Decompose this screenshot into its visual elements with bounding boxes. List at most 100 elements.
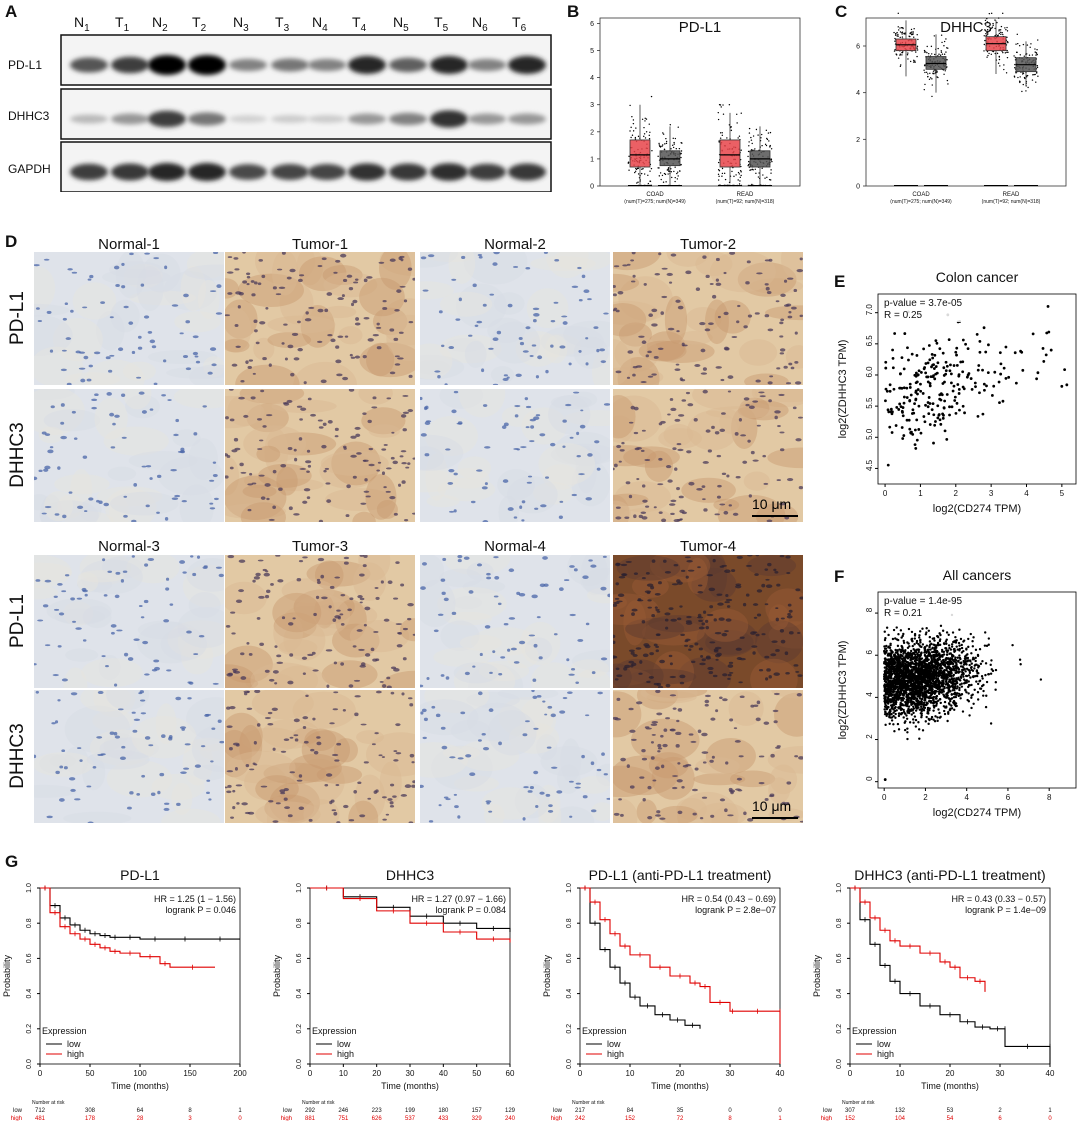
jitter-point <box>1015 43 1017 45</box>
scatter-point <box>955 687 959 690</box>
nucleus <box>253 740 257 745</box>
plot-title: DHHC3 <box>940 19 992 36</box>
nucleus <box>654 606 658 609</box>
nucleus <box>407 462 411 465</box>
jitter-point <box>909 60 912 63</box>
nucleus <box>386 676 391 680</box>
nucleus <box>722 698 728 702</box>
jitter-point <box>1037 75 1039 77</box>
nucleus <box>72 620 77 623</box>
histology-image <box>613 555 803 688</box>
nucleus <box>225 453 229 457</box>
lane-label: N3 <box>233 14 249 34</box>
nucleus <box>719 565 725 568</box>
jitter-point <box>670 171 672 173</box>
nucleus <box>675 363 680 366</box>
nucleus <box>585 497 593 501</box>
jitter-point <box>635 167 637 170</box>
nucleus <box>747 439 751 443</box>
scatter-point <box>992 384 996 388</box>
tissue-blob <box>79 499 102 522</box>
nucleus <box>398 331 404 334</box>
nucleus <box>68 491 73 494</box>
nucleus <box>716 454 722 458</box>
nucleus <box>149 477 153 480</box>
nucleus <box>755 633 760 637</box>
jitter-point <box>664 143 666 145</box>
nucleus <box>779 431 785 434</box>
nucleus <box>521 500 526 504</box>
nucleus <box>543 252 548 254</box>
jitter-point <box>999 29 1002 31</box>
nucleus <box>326 292 333 296</box>
tissue-blob <box>80 559 143 595</box>
tissue-blob <box>774 692 803 737</box>
scatter-point <box>945 364 949 368</box>
tissue-blob <box>376 500 398 519</box>
nucleus <box>765 286 770 291</box>
tissue-blob <box>686 557 709 595</box>
scatter-point <box>960 643 963 647</box>
jitter-point <box>986 33 989 35</box>
nucleus <box>576 454 581 458</box>
nucleus <box>317 419 323 422</box>
y-tick-label: 3 <box>590 102 594 109</box>
tissue-blob <box>278 638 318 656</box>
tissue-blob <box>739 339 778 366</box>
jitter-point <box>1000 25 1003 28</box>
nucleus <box>668 503 676 506</box>
nucleus <box>631 280 636 283</box>
jitter-point <box>736 113 738 115</box>
scatter-point <box>948 369 952 373</box>
nucleus <box>365 495 371 498</box>
nucleus <box>109 316 114 319</box>
nucleus <box>247 365 252 369</box>
nucleus <box>252 579 256 583</box>
tissue-blob <box>769 764 798 795</box>
nucleus <box>265 570 269 573</box>
nucleus <box>617 291 624 295</box>
jitter-point <box>1001 32 1003 34</box>
nucleus <box>121 262 125 266</box>
nucleus <box>207 371 213 375</box>
nucleus <box>533 643 538 648</box>
nucleus <box>747 314 753 318</box>
nucleus <box>526 481 532 484</box>
nucleus <box>738 755 744 758</box>
nucleus <box>58 612 65 616</box>
nucleus <box>297 320 301 324</box>
tissue-blob <box>92 710 135 732</box>
nucleus <box>234 324 239 328</box>
nucleus <box>794 331 798 335</box>
jitter-point <box>994 27 996 30</box>
nucleus <box>167 399 172 401</box>
nucleus <box>175 418 180 423</box>
lane-letter: T <box>434 14 443 30</box>
scatter-point <box>921 643 925 646</box>
tissue-blob <box>570 659 610 678</box>
nucleus <box>787 277 794 280</box>
blot-band <box>111 56 149 74</box>
nucleus <box>96 736 103 739</box>
nucleus <box>303 740 309 744</box>
jitter-point <box>998 32 1001 35</box>
nucleus <box>117 708 124 711</box>
nucleus <box>575 681 579 684</box>
jitter-point <box>728 104 731 106</box>
nucleus <box>571 493 577 497</box>
nucleus <box>131 519 137 522</box>
nucleus <box>76 597 83 600</box>
tissue-blob <box>266 796 289 823</box>
jitter-point <box>928 78 931 81</box>
tissue-blob <box>613 765 656 798</box>
jitter-point <box>738 183 741 185</box>
jitter-point <box>900 64 902 66</box>
jitter-point <box>630 136 632 139</box>
nucleus <box>142 640 149 645</box>
nucleus <box>486 572 491 576</box>
nucleus <box>373 630 379 633</box>
scatter-point <box>962 659 965 663</box>
nucleus <box>715 658 719 661</box>
tissue-blob <box>34 303 70 317</box>
lane-number: 3 <box>283 22 290 34</box>
